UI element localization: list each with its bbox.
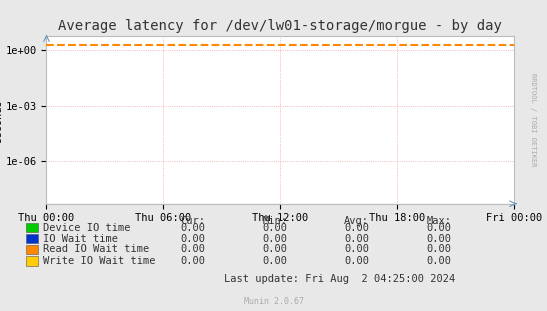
Text: 0.00: 0.00: [344, 234, 369, 244]
Text: 0.00: 0.00: [262, 244, 287, 254]
Text: 0.00: 0.00: [344, 256, 369, 266]
Text: Cur:: Cur:: [180, 216, 205, 226]
Text: Write IO Wait time: Write IO Wait time: [43, 256, 155, 266]
Text: 0.00: 0.00: [180, 223, 205, 233]
Text: RRDTOOL / TOBI OETIKER: RRDTOOL / TOBI OETIKER: [531, 73, 536, 166]
Text: 0.00: 0.00: [426, 223, 451, 233]
Text: 0.00: 0.00: [262, 234, 287, 244]
Text: 0.00: 0.00: [344, 244, 369, 254]
Text: Last update: Fri Aug  2 04:25:00 2024: Last update: Fri Aug 2 04:25:00 2024: [224, 274, 455, 284]
Text: IO Wait time: IO Wait time: [43, 234, 118, 244]
Text: Munin 2.0.67: Munin 2.0.67: [243, 297, 304, 306]
Text: Read IO Wait time: Read IO Wait time: [43, 244, 149, 254]
Text: Min:: Min:: [262, 216, 287, 226]
Text: Max:: Max:: [426, 216, 451, 226]
Text: 0.00: 0.00: [426, 244, 451, 254]
Y-axis label: seconds: seconds: [0, 98, 3, 142]
Text: 0.00: 0.00: [426, 234, 451, 244]
Text: Avg:: Avg:: [344, 216, 369, 226]
Text: 0.00: 0.00: [180, 234, 205, 244]
Text: 0.00: 0.00: [344, 223, 369, 233]
Title: Average latency for /dev/lw01-storage/morgue - by day: Average latency for /dev/lw01-storage/mo…: [59, 19, 502, 33]
Text: Device IO time: Device IO time: [43, 223, 130, 233]
Text: 0.00: 0.00: [180, 244, 205, 254]
Text: 0.00: 0.00: [426, 256, 451, 266]
Text: 0.00: 0.00: [262, 256, 287, 266]
Text: 0.00: 0.00: [262, 223, 287, 233]
Text: 0.00: 0.00: [180, 256, 205, 266]
